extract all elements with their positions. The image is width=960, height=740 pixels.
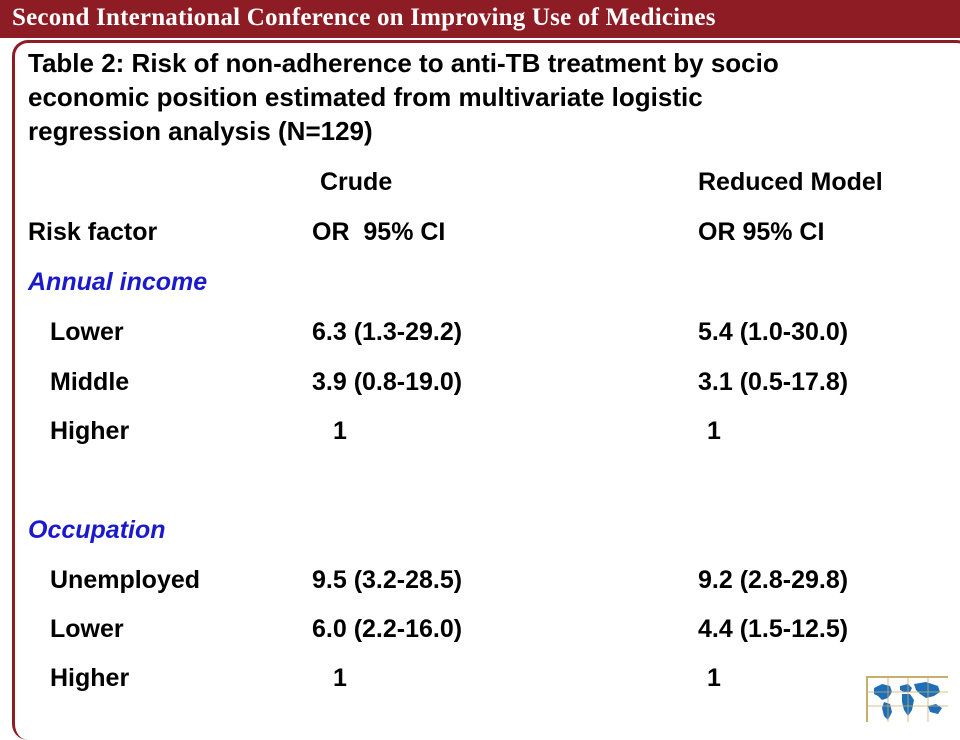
- row-reduced-value: 1: [707, 417, 721, 445]
- row-factor: Middle: [50, 368, 130, 396]
- risk-factor-header: Risk factor: [28, 218, 158, 246]
- row-crude-value: 6.3 (1.3-29.2): [312, 318, 463, 346]
- row-factor: Lower: [50, 318, 124, 346]
- row-factor: Higher: [50, 664, 130, 692]
- conference-title: Second International Conference on Impro…: [12, 4, 716, 31]
- row-reduced-value: 5.4 (1.0-30.0): [698, 318, 849, 346]
- row-reduced-value: 1: [707, 664, 721, 692]
- crude-group-header: Crude: [320, 168, 393, 196]
- row-factor: Higher: [50, 417, 130, 445]
- row-reduced-value: 4.4 (1.5-12.5): [698, 615, 849, 643]
- row-crude-value: 1: [333, 664, 347, 692]
- slide-frame: [12, 40, 960, 740]
- row-factor: Lower: [50, 615, 124, 643]
- row-crude-value: 3.9 (0.8-19.0): [312, 368, 463, 396]
- reduced-model-group-header: Reduced Model: [698, 168, 883, 196]
- crude-or-ci-header: OR 95% CI: [312, 218, 446, 246]
- row-crude-value: 6.0 (2.2-16.0): [312, 615, 463, 643]
- row-factor: Unemployed: [50, 566, 201, 594]
- row-crude-value: 1: [333, 417, 347, 445]
- world-map-icon: [866, 676, 948, 722]
- row-reduced-value: 9.2 (2.8-29.8): [698, 566, 849, 594]
- row-reduced-value: 3.1 (0.5-17.8): [698, 368, 849, 396]
- section-label-occupation: Occupation: [28, 516, 166, 544]
- slide-title: Table 2: Risk of non-adherence to anti-T…: [28, 48, 779, 146]
- row-crude-value: 9.5 (3.2-28.5): [312, 566, 463, 594]
- section-label-annual-income: Annual income: [28, 268, 208, 296]
- reduced-or-ci-header: OR 95% CI: [698, 218, 825, 246]
- header-bar: Second International Conference on Impro…: [0, 0, 960, 38]
